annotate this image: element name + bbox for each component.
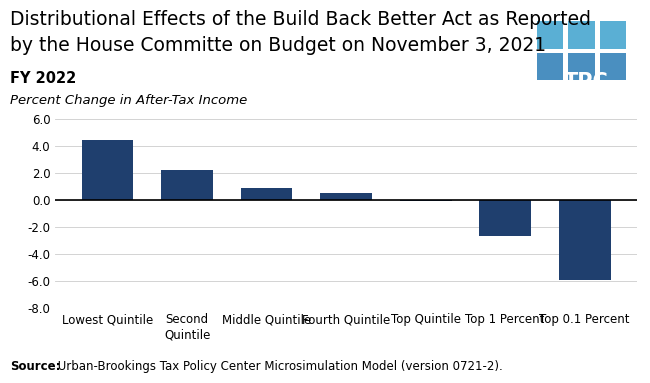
Text: Source:: Source: bbox=[10, 360, 60, 373]
FancyBboxPatch shape bbox=[600, 21, 626, 49]
Bar bbox=[82, 141, 133, 200]
Text: TPC: TPC bbox=[564, 72, 609, 92]
FancyBboxPatch shape bbox=[537, 21, 564, 49]
Bar bbox=[400, 200, 452, 201]
FancyBboxPatch shape bbox=[537, 52, 564, 80]
Bar bbox=[161, 170, 213, 200]
Text: FY 2022: FY 2022 bbox=[10, 71, 76, 86]
FancyBboxPatch shape bbox=[568, 21, 595, 49]
Text: by the House Committe on Budget on November 3, 2021: by the House Committe on Budget on Novem… bbox=[10, 36, 546, 56]
Text: Percent Change in After-Tax Income: Percent Change in After-Tax Income bbox=[10, 94, 247, 107]
Bar bbox=[479, 200, 531, 236]
Text: Urban-Brookings Tax Policy Center Microsimulation Model (version 0721-2).: Urban-Brookings Tax Policy Center Micros… bbox=[54, 360, 502, 373]
FancyBboxPatch shape bbox=[568, 52, 595, 80]
FancyBboxPatch shape bbox=[600, 52, 626, 80]
Bar bbox=[559, 200, 610, 280]
Text: Distributional Effects of the Build Back Better Act as Reported: Distributional Effects of the Build Back… bbox=[10, 10, 591, 29]
Bar bbox=[240, 188, 292, 200]
Bar bbox=[320, 193, 372, 200]
